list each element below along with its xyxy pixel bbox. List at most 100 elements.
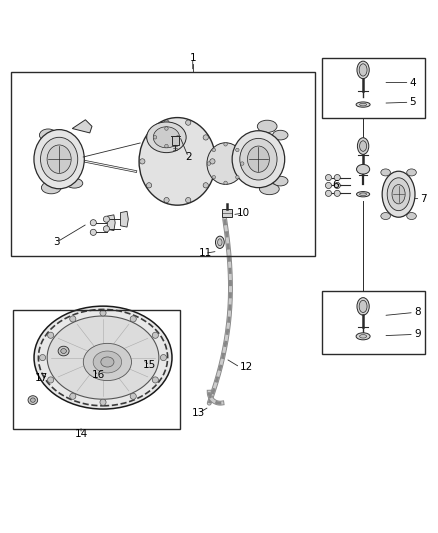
Ellipse shape: [356, 333, 370, 340]
Circle shape: [48, 377, 54, 383]
Ellipse shape: [359, 64, 367, 76]
Circle shape: [236, 148, 239, 152]
Bar: [11, 71, 315, 255]
Ellipse shape: [47, 145, 71, 173]
Text: 13: 13: [192, 408, 205, 418]
Text: 10: 10: [237, 208, 250, 218]
Ellipse shape: [357, 138, 369, 155]
Circle shape: [334, 174, 340, 181]
Circle shape: [165, 127, 168, 130]
Circle shape: [325, 182, 332, 189]
Circle shape: [103, 226, 110, 232]
Ellipse shape: [41, 182, 61, 194]
Ellipse shape: [153, 127, 180, 148]
Circle shape: [186, 198, 191, 203]
Ellipse shape: [66, 179, 83, 188]
Polygon shape: [107, 215, 115, 231]
Circle shape: [103, 216, 110, 222]
Circle shape: [152, 332, 159, 338]
Ellipse shape: [357, 165, 370, 174]
Circle shape: [203, 135, 208, 140]
Circle shape: [152, 377, 159, 383]
Ellipse shape: [61, 349, 67, 353]
Text: 16: 16: [92, 370, 105, 380]
Ellipse shape: [218, 239, 222, 246]
Ellipse shape: [387, 178, 410, 211]
Ellipse shape: [147, 122, 186, 152]
Circle shape: [39, 354, 46, 361]
Text: 8: 8: [414, 308, 420, 318]
Circle shape: [130, 393, 136, 399]
Bar: [222, 209, 232, 217]
Text: 6: 6: [332, 181, 339, 190]
Text: 11: 11: [198, 248, 212, 259]
Ellipse shape: [259, 183, 279, 195]
Circle shape: [164, 120, 169, 125]
Ellipse shape: [257, 120, 277, 133]
Circle shape: [70, 316, 76, 322]
Ellipse shape: [357, 191, 370, 197]
Ellipse shape: [58, 346, 69, 356]
Ellipse shape: [392, 184, 405, 204]
Text: 4: 4: [410, 77, 416, 87]
Circle shape: [325, 190, 332, 197]
Text: 7: 7: [420, 193, 427, 204]
Circle shape: [334, 182, 340, 189]
Circle shape: [203, 183, 208, 188]
Ellipse shape: [39, 129, 57, 141]
Circle shape: [160, 354, 166, 361]
Ellipse shape: [359, 300, 367, 312]
Circle shape: [212, 175, 215, 179]
Bar: [172, 135, 179, 145]
Ellipse shape: [272, 130, 288, 140]
Ellipse shape: [240, 139, 277, 180]
Ellipse shape: [34, 130, 84, 189]
Text: 15: 15: [143, 360, 156, 370]
Ellipse shape: [28, 395, 38, 405]
Circle shape: [224, 181, 227, 184]
Ellipse shape: [101, 357, 114, 367]
Circle shape: [240, 162, 244, 165]
Polygon shape: [72, 120, 92, 133]
Ellipse shape: [215, 236, 224, 248]
Circle shape: [100, 399, 106, 405]
Polygon shape: [120, 211, 128, 227]
Ellipse shape: [139, 118, 215, 205]
Text: 12: 12: [240, 362, 253, 372]
Ellipse shape: [381, 169, 390, 176]
Ellipse shape: [34, 306, 172, 409]
Ellipse shape: [360, 103, 367, 106]
Text: 1: 1: [189, 53, 196, 63]
Ellipse shape: [93, 351, 122, 373]
Text: 17: 17: [35, 373, 48, 383]
Ellipse shape: [31, 398, 35, 402]
Bar: [322, 290, 425, 354]
Circle shape: [146, 135, 152, 140]
Ellipse shape: [407, 213, 417, 220]
Bar: [13, 310, 180, 429]
Ellipse shape: [381, 213, 390, 220]
Circle shape: [164, 198, 169, 203]
Ellipse shape: [40, 138, 78, 181]
Circle shape: [210, 159, 215, 164]
Ellipse shape: [232, 131, 285, 188]
Circle shape: [90, 229, 96, 236]
Circle shape: [48, 332, 54, 338]
Ellipse shape: [382, 171, 415, 217]
Circle shape: [224, 142, 227, 146]
Ellipse shape: [360, 193, 367, 196]
Ellipse shape: [360, 335, 367, 338]
Circle shape: [236, 175, 239, 179]
Text: 2: 2: [185, 152, 192, 162]
Circle shape: [146, 183, 152, 188]
Ellipse shape: [207, 143, 244, 184]
Ellipse shape: [47, 316, 159, 399]
Ellipse shape: [272, 176, 288, 186]
Text: 14: 14: [74, 429, 88, 439]
Circle shape: [325, 174, 332, 181]
Circle shape: [100, 310, 106, 316]
Circle shape: [334, 190, 340, 197]
Circle shape: [207, 162, 211, 165]
Text: 3: 3: [53, 237, 60, 247]
Circle shape: [176, 135, 180, 139]
